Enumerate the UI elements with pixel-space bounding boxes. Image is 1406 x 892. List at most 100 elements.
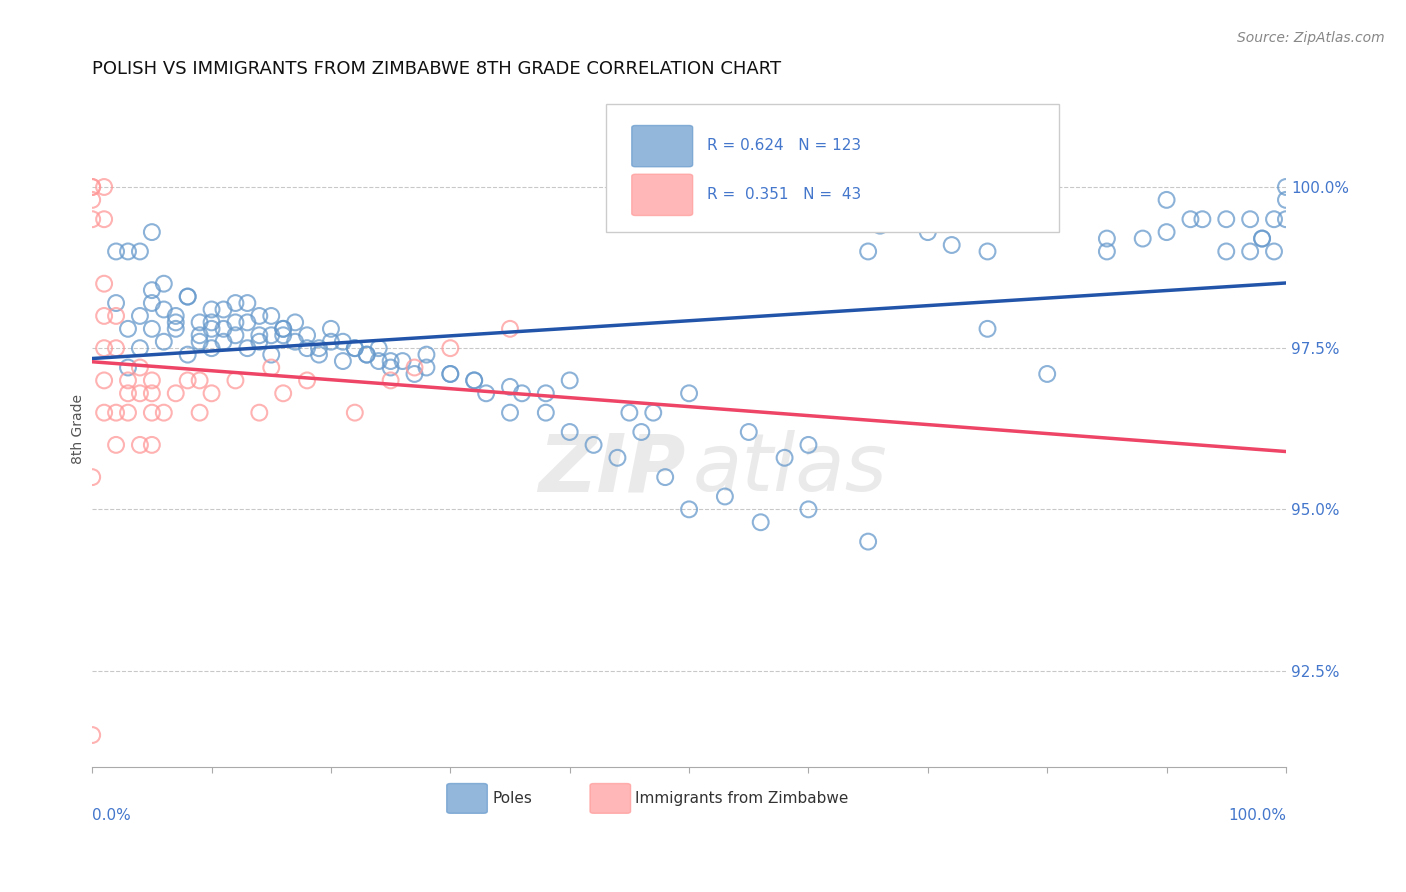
Point [93, 406, 115, 420]
Point [260, 328, 283, 343]
Point [439, 367, 461, 381]
Point [319, 334, 342, 349]
Point [356, 348, 378, 362]
Point [797, 502, 820, 516]
Point [1095, 231, 1118, 245]
Point [1251, 231, 1274, 245]
Point [212, 334, 235, 349]
Point [976, 322, 998, 336]
Point [295, 373, 318, 387]
Point [93, 373, 115, 387]
Point [1275, 212, 1298, 227]
Point [129, 438, 152, 452]
Point [869, 219, 891, 233]
Point [1191, 212, 1213, 227]
Point [332, 354, 354, 368]
Point [380, 373, 402, 387]
Point [117, 373, 139, 387]
Point [404, 367, 426, 381]
Point [1180, 212, 1202, 227]
Text: Poles: Poles [492, 791, 531, 805]
Point [188, 328, 211, 343]
Point [917, 212, 939, 227]
Point [367, 354, 389, 368]
Point [200, 315, 222, 329]
Point [917, 225, 939, 239]
Point [141, 386, 163, 401]
Point [236, 296, 259, 310]
Point [153, 334, 176, 349]
Point [117, 322, 139, 336]
Point [319, 322, 342, 336]
Point [165, 309, 187, 323]
Point [463, 373, 485, 387]
Point [188, 373, 211, 387]
Point [678, 386, 700, 401]
Point [260, 360, 283, 375]
Point [415, 360, 437, 375]
Point [141, 225, 163, 239]
Point [284, 334, 307, 349]
Point [82, 212, 104, 227]
Point [224, 296, 246, 310]
Point [271, 322, 294, 336]
Point [630, 425, 652, 439]
Point [606, 450, 628, 465]
Point [260, 348, 283, 362]
Point [117, 406, 139, 420]
Point [153, 406, 176, 420]
Point [1251, 231, 1274, 245]
Point [1095, 244, 1118, 259]
Point [380, 354, 402, 368]
Point [558, 373, 581, 387]
Point [188, 406, 211, 420]
Point [271, 328, 294, 343]
Point [510, 386, 533, 401]
Point [678, 502, 700, 516]
Point [271, 386, 294, 401]
Point [176, 348, 198, 362]
Point [582, 438, 605, 452]
Point [105, 244, 128, 259]
Point [82, 193, 104, 207]
Point [141, 373, 163, 387]
FancyBboxPatch shape [591, 783, 630, 814]
Point [534, 406, 557, 420]
Point [82, 728, 104, 742]
Point [343, 341, 366, 355]
Point [129, 309, 152, 323]
Point [105, 438, 128, 452]
Point [141, 406, 163, 420]
Point [271, 322, 294, 336]
Point [224, 373, 246, 387]
Text: atlas: atlas [693, 430, 887, 508]
Point [343, 406, 366, 420]
Text: 100.0%: 100.0% [1227, 808, 1286, 823]
Point [332, 334, 354, 349]
Point [82, 180, 104, 194]
Point [475, 386, 498, 401]
Point [499, 380, 522, 394]
FancyBboxPatch shape [631, 174, 693, 216]
FancyBboxPatch shape [606, 103, 1059, 233]
Point [82, 470, 104, 484]
Point [247, 406, 270, 420]
Point [308, 348, 330, 362]
Point [200, 341, 222, 355]
Point [93, 180, 115, 194]
Point [439, 367, 461, 381]
Point [260, 309, 283, 323]
Text: Source: ZipAtlas.com: Source: ZipAtlas.com [1237, 31, 1385, 45]
Point [1275, 180, 1298, 194]
Point [93, 212, 115, 227]
Point [1263, 212, 1285, 227]
Point [165, 315, 187, 329]
Point [654, 470, 676, 484]
Point [141, 283, 163, 297]
Point [141, 438, 163, 452]
Point [105, 341, 128, 355]
Point [141, 296, 163, 310]
Point [105, 309, 128, 323]
Point [176, 373, 198, 387]
Point [93, 277, 115, 291]
